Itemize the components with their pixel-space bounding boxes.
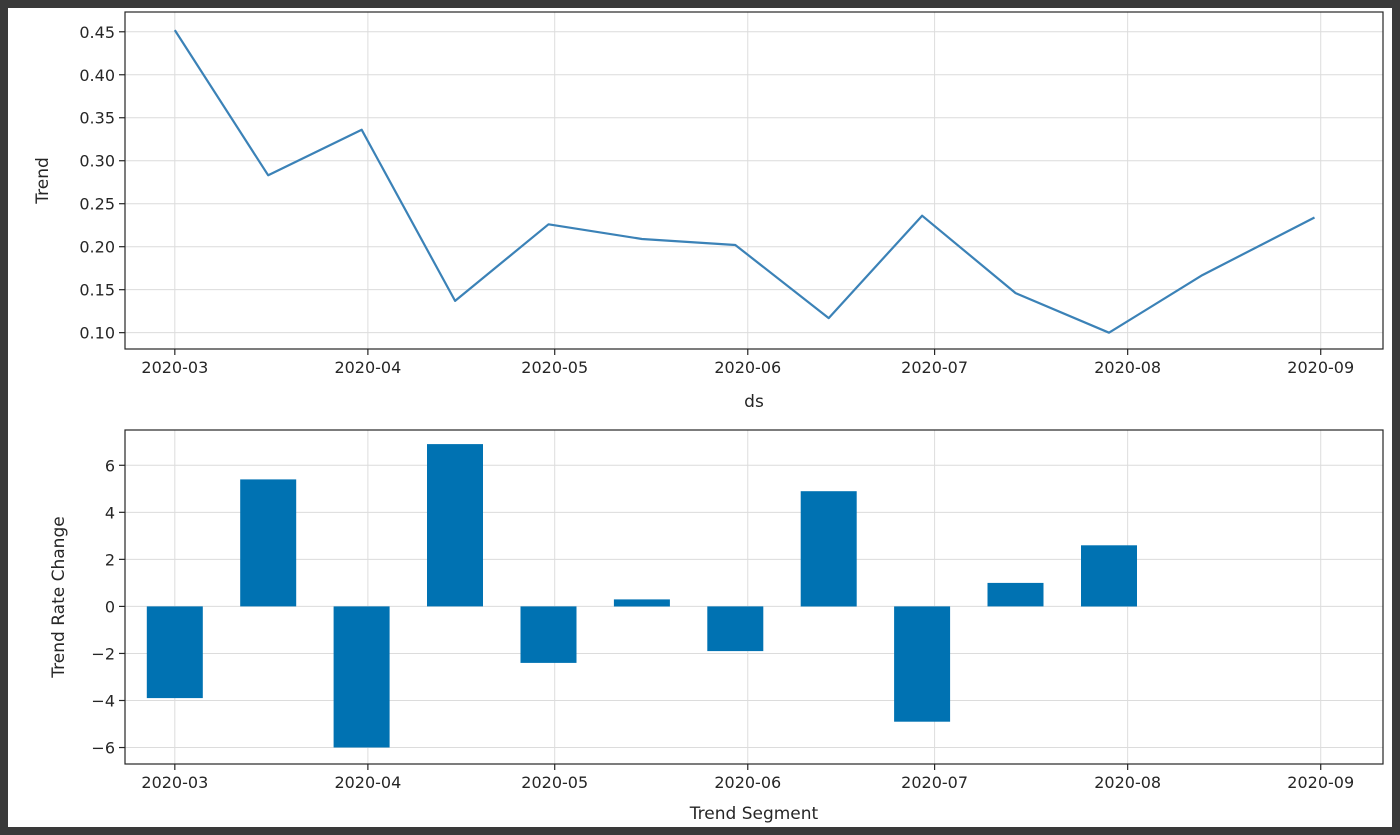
rate-change-bar bbox=[987, 582, 1044, 607]
x-tick-label: 2020-09 bbox=[1287, 773, 1354, 792]
rate-change-bar bbox=[333, 606, 390, 748]
y-tick-label: 0.25 bbox=[79, 195, 115, 214]
y-tick-label: 0.35 bbox=[79, 109, 115, 128]
x-tick-label: 2020-09 bbox=[1287, 358, 1354, 377]
x-tick-label: 2020-06 bbox=[714, 773, 781, 792]
x-axis-label: Trend Segment bbox=[689, 804, 819, 824]
x-tick-label: 2020-07 bbox=[901, 773, 968, 792]
rate-change-bar bbox=[240, 479, 297, 607]
x-tick-label: 2020-03 bbox=[141, 773, 208, 792]
rate-change-bar bbox=[1081, 545, 1137, 607]
x-tick-label: 2020-05 bbox=[521, 773, 588, 792]
x-tick-label: 2020-03 bbox=[141, 358, 208, 377]
figure-svg: 2020-03 2020-04 2020-05 2020-06 2020-07 2020-… bbox=[33, 11, 1384, 824]
y-tick-label: 0.15 bbox=[79, 281, 115, 300]
y-tick-label: 4 bbox=[105, 503, 115, 522]
plot-frame bbox=[124, 429, 1384, 765]
x-tick-label: 2020-08 bbox=[1094, 773, 1161, 792]
rate-change-bar bbox=[146, 606, 203, 699]
x-tick-label: 2020-04 bbox=[334, 773, 401, 792]
y-tick-label: 0.10 bbox=[79, 324, 115, 343]
rate-change-bar bbox=[800, 491, 857, 607]
y-tick-label: 0 bbox=[105, 597, 115, 616]
rate-change-bar bbox=[520, 606, 577, 663]
rate-change-bar bbox=[707, 606, 764, 652]
y-axis-label: Trend Rate Change bbox=[49, 516, 69, 678]
x-axis-label: ds bbox=[744, 392, 764, 412]
y-tick-label: 0.40 bbox=[79, 66, 115, 85]
x-tick-label: 2020-04 bbox=[334, 358, 401, 377]
y-tick-label: 0.45 bbox=[79, 23, 115, 42]
y-tick-label: 6 bbox=[105, 456, 115, 475]
y-tick-label: −4 bbox=[91, 691, 115, 710]
x-tick-label: 2020-07 bbox=[901, 358, 968, 377]
y-tick-label: −2 bbox=[91, 644, 115, 663]
y-tick-label: 0.20 bbox=[79, 238, 115, 257]
rate-change-bar bbox=[427, 444, 483, 607]
x-tick-label: 2020-05 bbox=[521, 358, 588, 377]
x-tick-label: 2020-08 bbox=[1094, 358, 1161, 377]
rate-change-bar bbox=[894, 606, 951, 722]
y-tick-label: −6 bbox=[91, 739, 115, 758]
figure-canvas: 2020-03 2020-04 2020-05 2020-06 2020-07 2020-… bbox=[8, 8, 1392, 827]
x-tick-label: 2020-06 bbox=[714, 358, 781, 377]
y-tick-label: 0.30 bbox=[79, 152, 115, 171]
y-axis-label: Trend bbox=[33, 157, 53, 205]
trend-line bbox=[173, 29, 1316, 334]
rate-change-bar bbox=[613, 599, 670, 607]
plot-frame bbox=[124, 11, 1384, 350]
y-tick-label: 2 bbox=[105, 550, 115, 569]
